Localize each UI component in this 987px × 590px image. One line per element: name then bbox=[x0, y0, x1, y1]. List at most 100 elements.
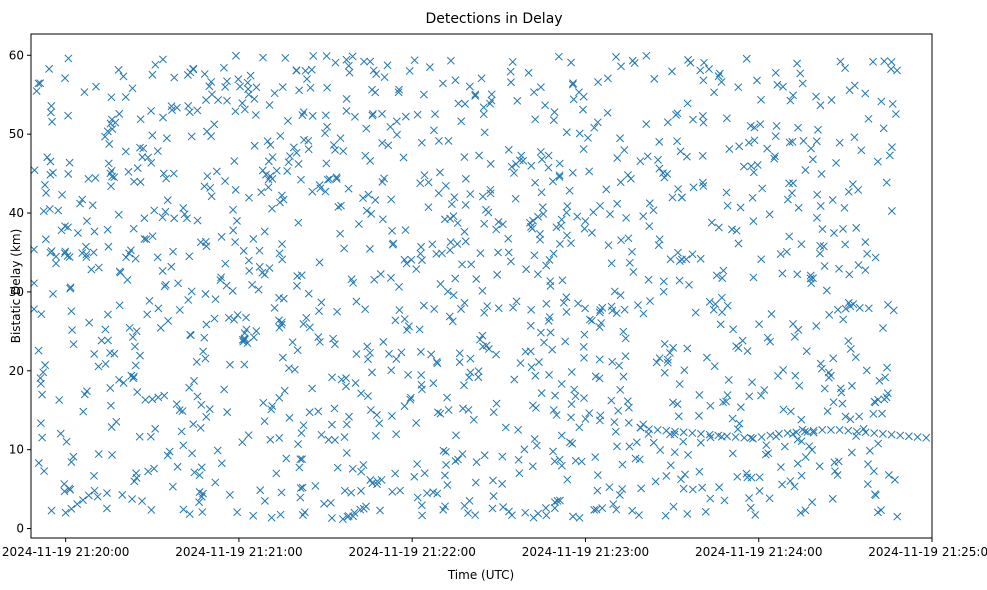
data-point-x-marker bbox=[148, 131, 157, 140]
data-point-x-marker bbox=[333, 463, 342, 472]
data-point-x-marker bbox=[541, 101, 550, 110]
data-point-x-marker bbox=[728, 449, 737, 458]
data-point-x-marker bbox=[457, 117, 466, 126]
data-point-x-marker bbox=[320, 499, 329, 508]
data-point-x-marker bbox=[847, 448, 856, 457]
data-point-x-marker bbox=[440, 471, 449, 480]
data-point-x-marker bbox=[874, 439, 883, 448]
data-point-x-marker bbox=[845, 270, 854, 279]
data-point-x-marker bbox=[200, 333, 209, 342]
data-point-x-marker bbox=[101, 325, 110, 334]
data-point-x-marker bbox=[802, 347, 811, 356]
data-point-x-marker bbox=[756, 120, 765, 129]
data-point-x-marker bbox=[339, 147, 348, 156]
data-point-x-marker bbox=[555, 171, 564, 180]
data-point-x-marker bbox=[58, 190, 66, 199]
data-point-x-marker bbox=[540, 338, 548, 347]
data-point-x-marker bbox=[189, 420, 198, 429]
data-point-x-marker bbox=[283, 116, 292, 125]
data-point-x-marker bbox=[780, 442, 789, 451]
data-point-x-marker bbox=[824, 373, 833, 382]
data-point-x-marker bbox=[797, 437, 806, 446]
data-point-x-marker bbox=[327, 514, 336, 523]
data-point-x-marker bbox=[94, 263, 103, 272]
data-point-x-marker bbox=[555, 496, 564, 505]
data-point-x-marker bbox=[205, 82, 214, 91]
data-point-x-marker bbox=[128, 333, 137, 342]
data-point-x-marker bbox=[580, 224, 589, 233]
data-point-x-marker bbox=[200, 182, 209, 191]
data-point-x-marker bbox=[36, 79, 45, 88]
data-point-x-marker bbox=[786, 96, 795, 105]
data-point-x-marker bbox=[56, 429, 65, 438]
data-point-x-marker bbox=[352, 297, 361, 306]
data-point-x-marker bbox=[738, 336, 747, 345]
data-point-x-marker bbox=[107, 166, 116, 175]
data-point-x-marker bbox=[245, 266, 254, 275]
data-point-x-marker bbox=[445, 312, 454, 321]
data-point-x-marker bbox=[136, 178, 145, 186]
data-point-x-marker bbox=[387, 195, 396, 204]
data-point-x-marker bbox=[368, 111, 377, 120]
data-point-x-marker bbox=[297, 429, 306, 438]
data-point-x-marker bbox=[913, 433, 922, 441]
data-point-x-marker bbox=[231, 107, 240, 116]
data-point-x-marker bbox=[676, 147, 685, 156]
data-point-x-marker bbox=[760, 386, 769, 394]
data-point-x-marker bbox=[698, 178, 707, 187]
data-point-x-marker bbox=[617, 236, 626, 245]
data-point-x-marker bbox=[555, 239, 564, 248]
data-point-x-marker bbox=[236, 82, 244, 91]
data-point-x-marker bbox=[755, 320, 764, 329]
data-point-x-marker bbox=[766, 431, 775, 440]
data-point-x-marker bbox=[558, 276, 567, 285]
data-point-x-marker bbox=[106, 348, 115, 357]
data-point-x-marker bbox=[142, 235, 151, 244]
data-point-x-marker bbox=[530, 88, 538, 97]
data-point-x-marker bbox=[755, 473, 764, 482]
x-tick-label: 2024-11-19 21:20:00 bbox=[2, 545, 129, 559]
data-point-x-marker bbox=[133, 164, 142, 173]
data-point-x-marker bbox=[90, 350, 99, 358]
data-point-x-marker bbox=[619, 327, 628, 336]
data-point-x-marker bbox=[674, 185, 683, 193]
data-point-x-marker bbox=[124, 167, 133, 176]
data-point-x-marker bbox=[360, 57, 368, 66]
data-point-x-marker bbox=[714, 431, 723, 440]
data-point-x-marker bbox=[365, 244, 374, 253]
data-point-x-marker bbox=[745, 494, 754, 503]
data-point-x-marker bbox=[863, 249, 872, 258]
data-point-x-marker bbox=[749, 434, 757, 443]
data-point-x-marker bbox=[396, 486, 405, 495]
data-point-x-marker bbox=[375, 419, 384, 428]
data-point-x-marker bbox=[197, 400, 206, 409]
data-point-x-marker bbox=[735, 419, 744, 428]
data-point-x-marker bbox=[230, 157, 239, 165]
data-point-x-marker bbox=[735, 142, 744, 151]
data-point-x-marker bbox=[555, 159, 564, 168]
data-point-x-marker bbox=[41, 361, 50, 370]
data-point-x-marker bbox=[63, 252, 72, 260]
data-point-x-marker bbox=[367, 209, 376, 218]
data-point-x-marker bbox=[220, 385, 229, 394]
data-point-x-marker bbox=[527, 363, 536, 372]
data-point-x-marker bbox=[480, 219, 489, 228]
data-point-x-marker bbox=[298, 483, 307, 492]
data-point-x-marker bbox=[416, 347, 425, 356]
data-point-x-marker bbox=[197, 463, 206, 472]
data-point-x-marker bbox=[256, 486, 265, 495]
data-point-x-marker bbox=[264, 183, 273, 192]
data-point-x-marker bbox=[199, 489, 207, 498]
data-point-x-marker bbox=[616, 385, 625, 394]
data-point-x-marker bbox=[330, 340, 339, 349]
data-point-x-marker bbox=[688, 485, 697, 494]
data-point-x-marker bbox=[838, 399, 847, 408]
data-point-x-marker bbox=[275, 433, 284, 442]
data-point-x-marker bbox=[417, 385, 426, 394]
data-point-x-marker bbox=[67, 307, 76, 316]
data-point-x-marker bbox=[649, 438, 658, 447]
data-point-x-marker bbox=[744, 138, 753, 147]
data-point-x-marker bbox=[875, 376, 884, 385]
data-point-x-marker bbox=[332, 173, 341, 182]
data-point-x-marker bbox=[153, 253, 162, 262]
